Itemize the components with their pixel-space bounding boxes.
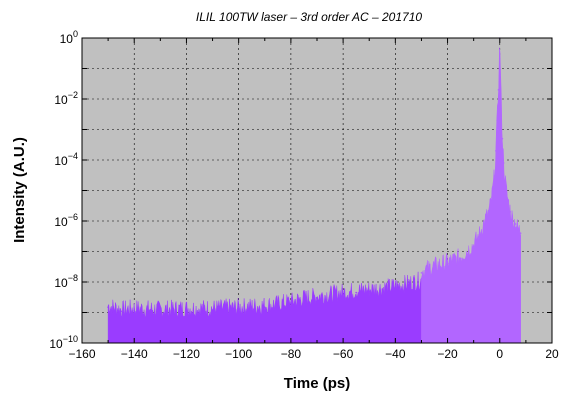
- data-point: [502, 162, 505, 164]
- data-point: [496, 119, 498, 122]
- data-point: [495, 150, 497, 152]
- data-point: [303, 299, 305, 301]
- data-point: [237, 308, 240, 310]
- data-point: [159, 310, 162, 313]
- x-tick-label: 20: [545, 347, 559, 361]
- data-point: [501, 137, 504, 140]
- data-point: [329, 295, 331, 297]
- data-point: [491, 196, 493, 199]
- x-tick-label: −140: [121, 347, 148, 361]
- data-point: [355, 291, 357, 294]
- series-area: [107, 271, 422, 344]
- data-point: [483, 223, 485, 225]
- series-area: [421, 47, 521, 344]
- data-point: [420, 272, 423, 274]
- data-point: [512, 220, 514, 222]
- y-tick-label: 10−8: [54, 273, 78, 290]
- data-point: [316, 297, 318, 299]
- y-tick-label: 100: [60, 29, 78, 46]
- data-point: [368, 290, 371, 292]
- data-point: [504, 180, 506, 183]
- series-1: [420, 37, 522, 344]
- data-point: [133, 309, 136, 311]
- data-point: [120, 310, 122, 313]
- data-point: [514, 223, 517, 225]
- x-tick-label: −120: [173, 347, 200, 361]
- data-point: [433, 266, 436, 269]
- x-tick-label: −100: [225, 347, 252, 361]
- y-axis-label: Intensity (A.U.): [11, 137, 28, 243]
- y-tick-label: 10−10: [49, 334, 78, 351]
- data-point: [407, 284, 410, 286]
- x-tick-label: 0: [496, 347, 503, 361]
- data-point: [394, 286, 397, 289]
- data-point: [472, 245, 475, 247]
- data-point: [290, 302, 292, 305]
- ticks: −160 −140 −120 −100 −80 −60 −40 −20 0 20 10−10 10−8…: [49, 29, 559, 361]
- x-tick-label: −160: [68, 347, 95, 361]
- x-tick-label: −60: [333, 347, 354, 361]
- data-point: [459, 257, 462, 260]
- y-tick-label: 10−4: [54, 151, 78, 168]
- series-0: [107, 271, 423, 344]
- data-point: [277, 304, 279, 307]
- data-point: [185, 309, 188, 311]
- x-axis-label: Time (ps): [284, 375, 350, 392]
- data-point: [519, 232, 522, 234]
- data-point: [497, 89, 500, 91]
- data-point: [263, 306, 266, 308]
- data-point: [506, 198, 509, 201]
- data-point: [478, 236, 480, 238]
- y-tick-label: 10−2: [54, 90, 78, 107]
- x-tick-label: −20: [437, 347, 458, 361]
- data-point: [381, 289, 384, 291]
- x-tick-label: −80: [281, 347, 302, 361]
- data-point: [211, 309, 214, 311]
- data-point: [493, 175, 496, 177]
- data-point: [509, 211, 512, 213]
- data-point: [488, 211, 491, 213]
- data-point: [500, 98, 502, 100]
- data-point: [446, 262, 449, 265]
- chart-title: ILIL 100TW laser – 3rd order AC – 201710: [196, 10, 422, 24]
- series-marks: [107, 37, 522, 344]
- y-tick-label: 10−6: [54, 212, 78, 229]
- x-tick-label: −40: [385, 347, 406, 361]
- data-point: [342, 293, 344, 295]
- data-point: [517, 229, 519, 231]
- data-point: [107, 306, 109, 308]
